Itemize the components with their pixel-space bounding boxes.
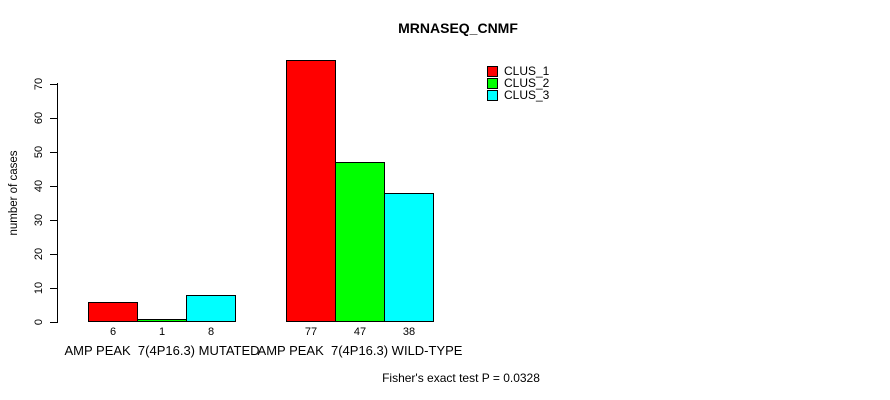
- category-label: AMP PEAK 7(4P16.3) WILD-TYPE: [257, 343, 463, 358]
- bar-value-label: 77: [304, 326, 318, 338]
- y-tick-label: 40: [33, 179, 45, 193]
- y-tick-mark: [50, 152, 58, 153]
- bar-value-label: 8: [207, 326, 215, 338]
- y-tick-label: 30: [33, 213, 45, 227]
- y-tick-mark: [50, 322, 58, 323]
- bar-clus_1-group1: [88, 302, 138, 322]
- bar-value-label: 38: [402, 326, 416, 338]
- bar-value-label: 6: [109, 326, 117, 338]
- y-tick-label: 0: [33, 318, 45, 326]
- y-axis-label: number of cases: [8, 150, 20, 236]
- bar-clus_3-group1: [186, 295, 236, 322]
- legend: CLUS_1 CLUS_2 CLUS_3: [487, 65, 549, 101]
- legend-item-clus_2: CLUS_2: [487, 77, 549, 89]
- y-axis-line: [57, 83, 58, 323]
- chart-title: MRNASEQ_CNMF: [398, 20, 518, 36]
- category-label: AMP PEAK 7(4P16.3) MUTATED: [64, 343, 260, 358]
- legend-swatch: [487, 89, 498, 101]
- y-tick-label: 70: [33, 77, 45, 91]
- bar-clus_1-group2: [286, 60, 336, 322]
- bar-clus_3-group2: [384, 193, 434, 322]
- bar-clus_2-group2: [335, 162, 385, 322]
- legend-item-clus_3: CLUS_3: [487, 89, 549, 101]
- y-tick-label: 20: [33, 247, 45, 261]
- y-tick-label: 50: [33, 145, 45, 159]
- y-tick-label: 60: [33, 111, 45, 125]
- y-tick-mark: [50, 186, 58, 187]
- legend-swatch: [487, 77, 498, 89]
- bar-value-label: 1: [158, 326, 166, 338]
- y-tick-label: 10: [33, 281, 45, 295]
- legend-label: CLUS_2: [504, 76, 550, 90]
- bar-clus_2-group1: [137, 319, 187, 322]
- legend-item-clus_1: CLUS_1: [487, 65, 549, 77]
- y-tick-mark: [50, 84, 58, 85]
- legend-label: CLUS_1: [504, 64, 550, 78]
- y-tick-mark: [50, 118, 58, 119]
- y-tick-mark: [50, 220, 58, 221]
- bar-value-label: 47: [353, 326, 367, 338]
- annotation-text: Fisher's exact test P = 0.0328: [382, 371, 540, 385]
- legend-swatch: [487, 65, 498, 77]
- y-tick-mark: [50, 288, 58, 289]
- legend-label: CLUS_3: [504, 88, 550, 102]
- y-tick-mark: [50, 254, 58, 255]
